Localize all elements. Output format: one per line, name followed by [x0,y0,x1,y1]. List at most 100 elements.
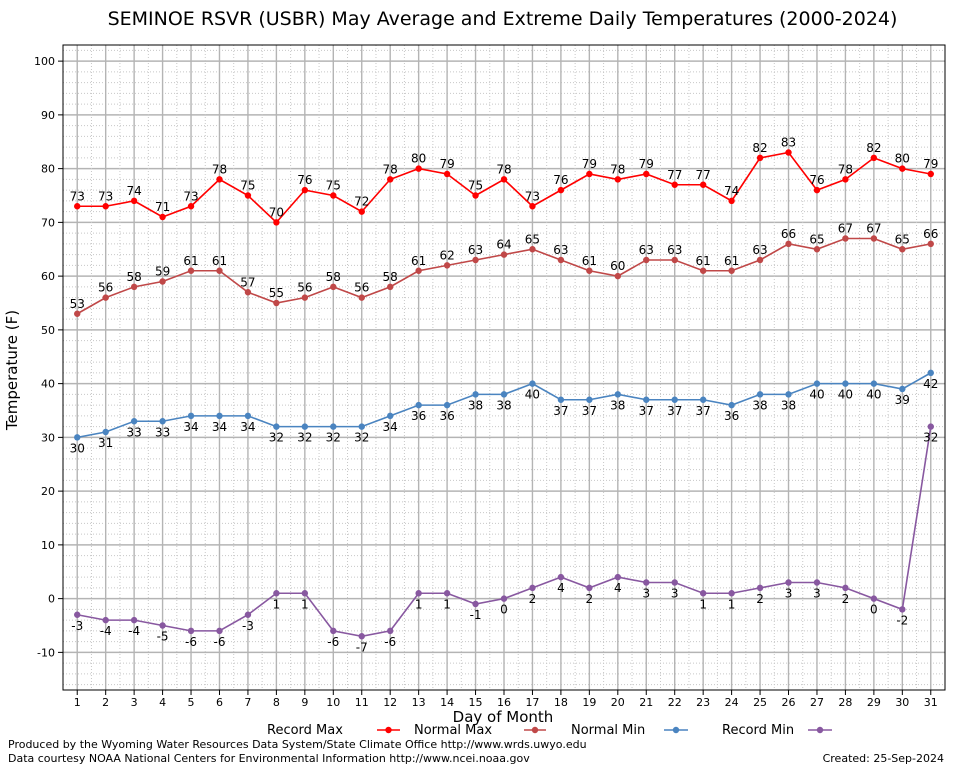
normal-max-point [529,246,536,253]
record-min-data-label: 3 [813,587,821,601]
record-min-point [386,627,394,635]
x-tick-label: 23 [696,696,710,709]
legend-label-record-min: Record Min [722,723,794,738]
record-max-point [130,197,138,205]
x-tick-label: 20 [611,696,625,709]
normal-min-point [472,391,479,398]
record-max-point [273,219,280,226]
normal-max-point [244,289,252,296]
record-max-data-label: 77 [667,168,682,182]
x-tick-label: 22 [668,696,682,709]
record-min-point [187,627,195,635]
normal-min-data-label: 40 [525,388,540,402]
y-tick-label: 80 [41,163,55,176]
normal-min-point [529,380,536,387]
normal-min-data-label: 38 [752,398,767,412]
record-min-data-label: -3 [242,619,254,633]
record-min-point [130,616,138,624]
chart-title: SEMINOE RSVR (USBR) May Average and Extr… [107,8,898,30]
normal-max-data-label: 53 [70,297,85,311]
normal-min-data-label: 37 [696,404,711,418]
x-tick-label: 16 [497,696,511,709]
normal-max-data-label: 61 [696,254,711,268]
normal-max-point [273,299,280,307]
record-min-point [529,584,536,592]
record-min-point [244,611,252,618]
record-max-point [927,170,934,178]
record-min-data-label: 2 [756,592,764,606]
normal-min-data-label: 33 [126,425,141,439]
y-axis-label: Temperature (F) [3,310,21,431]
normal-min-point [273,423,280,430]
normal-min-data-label: 37 [639,404,654,418]
normal-max-point [500,251,508,258]
normal-min-data-label: 40 [809,388,824,402]
normal-min-point [130,418,138,425]
record-max-data-label: 82 [866,141,881,155]
x-tick-label: 6 [216,696,223,709]
record-min-point [216,627,223,635]
record-max-data-label: 80 [895,152,910,166]
y-tick-label: 0 [48,593,55,606]
normal-min-data-label: 36 [724,409,739,423]
data-labels: 73 73 74 71 73 78 75 70 76 75 72 78 80 79 75 78 73 76 79 78… [70,136,939,655]
normal-max-point [813,246,821,253]
record-min-point [756,584,764,592]
record-max-data-label: 75 [326,179,341,193]
x-tick-label: 24 [725,696,739,709]
normal-min-point [557,396,565,403]
record-max-data-label: 72 [354,195,369,209]
normal-min-point [102,428,109,436]
record-min-point [813,579,821,586]
normal-max-data-label: 67 [866,222,881,236]
normal-min-point [728,401,735,409]
x-tick-label: 18 [554,696,568,709]
normal-max-data-label: 63 [752,243,767,257]
normal-max-point [443,262,451,269]
record-max-data-label: 79 [582,157,597,171]
normal-max-point [586,267,593,274]
legend: Record Max Normal Max Normal Min Record Min [267,723,832,738]
legend-label-record-max: Record Max [267,723,343,738]
x-tick-label: 28 [838,696,852,709]
record-min-data-label: 1 [728,597,736,611]
record-min-point [443,590,451,597]
normal-max-data-label: 57 [240,275,255,289]
normal-min-point [443,401,451,409]
normal-max-data-label: 67 [838,222,853,236]
record-min-point [671,579,678,586]
y-tick-label: -10 [37,646,55,659]
y-tick-label: 90 [41,109,55,122]
normal-max-data-label: 58 [126,270,141,284]
footer-data-courtesy: Data courtesy NOAA National Centers for … [8,752,530,765]
record-max-data-label: 82 [752,141,767,155]
record-max-point [500,176,508,183]
record-max-point [870,154,878,162]
normal-max-point [842,235,849,242]
normal-min-point [216,412,223,420]
record-min-data-label: 32 [923,431,938,445]
normal-min-data-label: 37 [667,404,682,418]
x-tick-label: 26 [782,696,796,709]
record-min-data-label: -5 [157,630,169,644]
record-max-data-label: 75 [468,179,483,193]
legend-label-normal-min: Normal Min [571,723,645,738]
record-max-point [728,197,735,205]
record-max-point [216,176,223,183]
record-min-data-label: 1 [443,597,451,611]
normal-min-data-label: 34 [240,420,255,434]
record-max-data-label: 76 [553,173,568,187]
grid [63,45,945,690]
normal-min-data-label: 33 [155,425,170,439]
record-min-point [927,423,934,430]
normal-max-point [899,246,906,253]
normal-max-point [102,294,109,301]
record-min-point [102,616,109,624]
record-max-data-label: 74 [126,184,141,198]
record-min-point [728,590,735,597]
legend-label-normal-max: Normal Max [414,723,492,738]
record-min-point [74,611,81,618]
x-tick-label: 21 [639,696,653,709]
record-min-point [159,622,166,629]
